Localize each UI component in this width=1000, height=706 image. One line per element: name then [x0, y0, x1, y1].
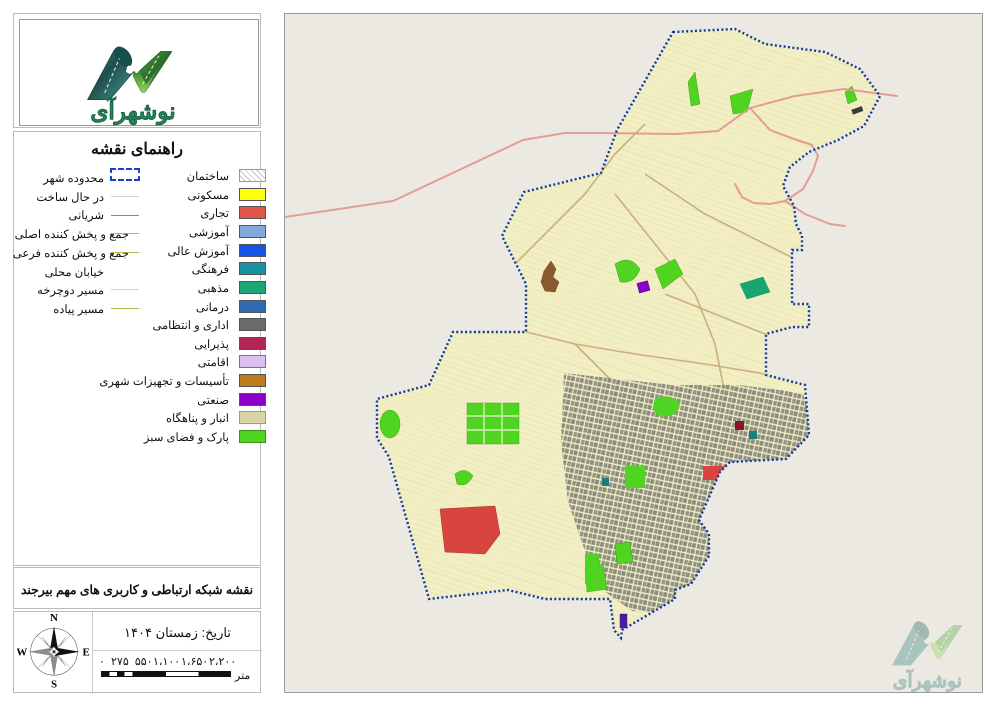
svg-text:S: S — [51, 679, 57, 689]
svg-text:N: N — [50, 613, 58, 624]
svg-text:W: W — [17, 646, 27, 658]
svg-text:نوشهرآی: نوشهرآی — [893, 668, 962, 692]
svg-text:E: E — [82, 646, 89, 658]
